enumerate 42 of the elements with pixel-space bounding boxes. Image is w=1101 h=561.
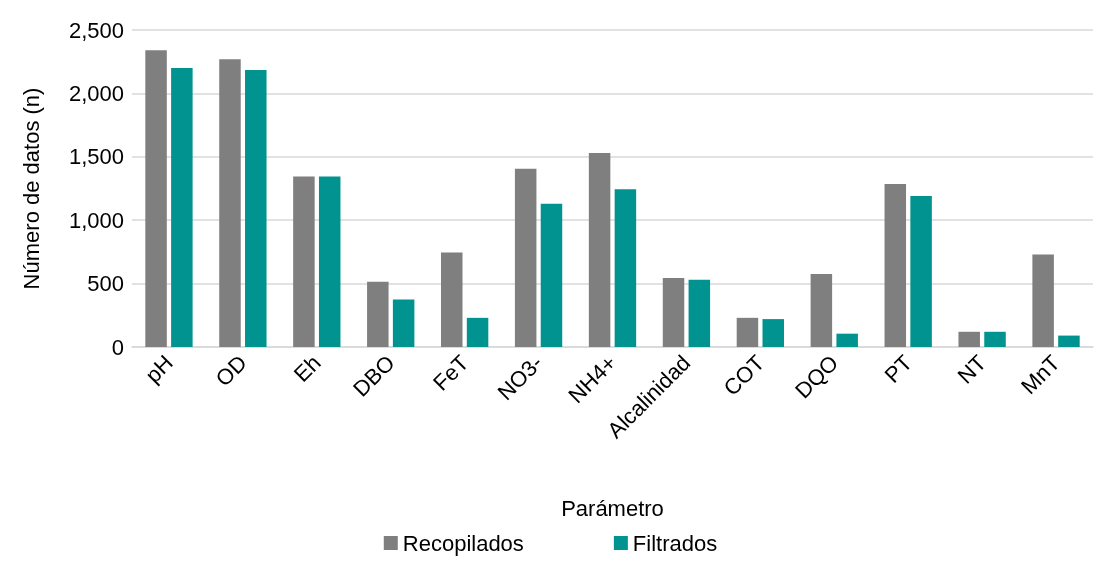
bar [614, 189, 637, 347]
bar [1032, 254, 1054, 347]
x-tick-label: PT [879, 350, 918, 388]
x-tick-label: NT [952, 350, 991, 389]
y-tick-label: 2,500 [68, 17, 124, 43]
bar [1058, 335, 1080, 347]
bar [293, 176, 315, 347]
y-axis-title: Número de datos (n) [18, 87, 44, 290]
bar [836, 333, 858, 347]
bar [367, 281, 389, 347]
bar [540, 203, 563, 347]
legend-label: Recopilados [402, 530, 524, 556]
x-tick-label: OD [210, 350, 252, 392]
bar [466, 317, 489, 347]
bar [318, 176, 341, 347]
bar [958, 331, 980, 347]
bar [810, 274, 833, 347]
legend-label: Filtrados [632, 530, 718, 556]
bar [245, 69, 267, 347]
bar [662, 277, 685, 347]
bar [171, 68, 193, 347]
y-tick-label: 500 [87, 271, 124, 297]
bar [688, 279, 711, 347]
bar [441, 252, 463, 347]
bar [762, 319, 784, 347]
x-tick-label: Eh [288, 350, 326, 387]
bar [219, 59, 241, 347]
bar [588, 153, 611, 347]
bar [392, 299, 415, 347]
y-tick-label: 1,000 [68, 207, 124, 233]
bar [145, 50, 167, 347]
x-tick-label: FeT [428, 350, 474, 396]
bar [910, 196, 932, 347]
x-axis-title: Parámetro [561, 495, 664, 521]
bar [514, 168, 537, 347]
y-tick-label: 0 [111, 334, 124, 360]
bar [984, 331, 1006, 347]
y-tick-label: 1,500 [68, 144, 124, 170]
bar [736, 317, 759, 347]
bar [884, 184, 907, 347]
x-tick-label: pH [140, 350, 178, 388]
y-tick-label: 2,000 [68, 80, 124, 106]
